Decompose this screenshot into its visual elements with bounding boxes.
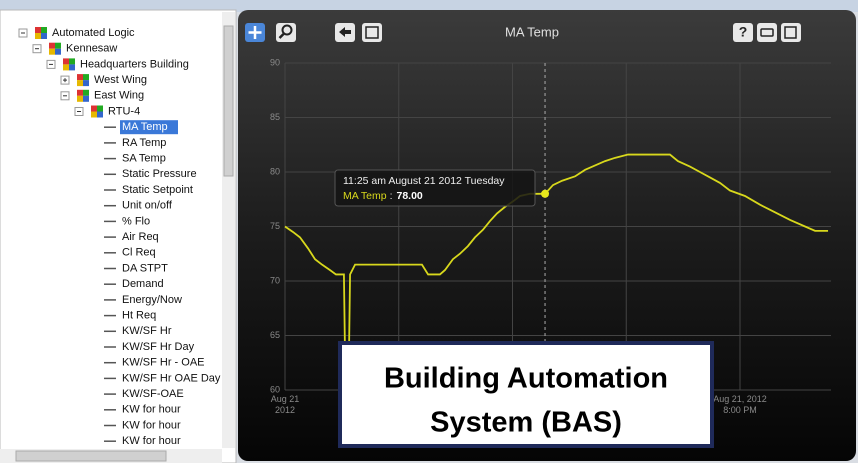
tree-label[interactable]: Ht Req [122, 310, 156, 322]
y-tick-label: 60 [270, 384, 280, 394]
node-icon [83, 74, 89, 81]
plot: 60 65 70 75 80 85 90 Aug 21 2012 Aug 21, 2012 8:00… [270, 57, 831, 448]
export-button[interactable] [781, 23, 801, 42]
tooltip-separator: : [390, 190, 393, 202]
tree-label[interactable]: West Wing [94, 74, 147, 86]
tooltip-series: MA Temp [343, 190, 387, 202]
tooltip-value: MA Temp:78.00 [343, 190, 423, 202]
node-icon [49, 48, 55, 55]
x-tick-line: 8:00 PM [723, 405, 757, 415]
h-scroll-thumb[interactable] [15, 450, 167, 462]
chart-title: MA Temp [505, 24, 559, 39]
x-tick-line: Aug 21 [271, 394, 300, 404]
node-icon [97, 105, 103, 112]
calendar-icon [365, 26, 379, 39]
x-tick-line: 2012 [275, 405, 295, 415]
tree-label[interactable]: Cl Req [122, 247, 156, 259]
tree-label[interactable]: KW/SF-OAE [122, 388, 184, 400]
selection [120, 120, 178, 135]
node-icon [77, 74, 83, 81]
node-icon [83, 80, 89, 87]
node-icon [55, 48, 61, 55]
tree-label[interactable]: RTU-4 [108, 105, 140, 117]
node-icon [41, 33, 47, 39]
node-icon [97, 111, 103, 118]
tree-label[interactable]: KW for hour [122, 435, 181, 447]
tree-label[interactable]: DA STPT [122, 262, 168, 274]
node-icon [77, 95, 83, 102]
y-tick-label: 70 [270, 275, 280, 285]
tree-label[interactable]: Automated Logic [52, 27, 135, 39]
node-icon [55, 42, 61, 49]
tree-label[interactable]: KW/SF Hr OAE Day [122, 372, 221, 384]
tree-label[interactable]: KW for hour [122, 419, 181, 431]
annotation-line: System (BAS) [430, 407, 622, 439]
tooltip-number: 78.00 [397, 190, 423, 202]
x-tick-label: Aug 21 2012 [271, 394, 300, 415]
node-icon [49, 42, 55, 49]
x-tick-label: Aug 21, 2012 8:00 PM [713, 394, 767, 415]
node-icon [69, 58, 75, 65]
calendar-button[interactable] [362, 23, 382, 42]
cursor-point [541, 189, 550, 198]
print-button[interactable] [757, 23, 777, 42]
tree-label[interactable]: MA Temp [122, 121, 168, 133]
tree-label[interactable]: Unit on/off [122, 200, 173, 212]
tree-panel [0, 9, 237, 463]
node-icon [35, 27, 41, 33]
tree-label[interactable]: SA Temp [122, 153, 166, 165]
y-tick-label: 80 [270, 166, 280, 176]
tree-label[interactable]: KW for hour [122, 404, 181, 416]
x-tick-line: Aug 21, 2012 [713, 394, 767, 404]
tree-label[interactable]: RA Temp [122, 137, 166, 149]
node-icon [63, 64, 69, 71]
node-icon [35, 33, 41, 39]
tooltip-box [334, 169, 536, 207]
y-tick-label: 90 [270, 57, 280, 67]
zoom-icon-handle [278, 33, 285, 39]
pan-icon [248, 26, 262, 39]
browser-strip [0, 0, 858, 12]
node-icon [77, 80, 83, 87]
tree-label[interactable]: KW/SF Hr [122, 325, 172, 337]
tooltip-time: 11:25 am August 21 2012 Tuesday [343, 175, 505, 187]
y-tick-label: 75 [270, 221, 280, 231]
y-tick-label: 65 [270, 330, 280, 340]
tree-label[interactable]: KW/SF Hr Day [122, 341, 195, 353]
node-icon [91, 105, 97, 112]
print-icon [760, 28, 774, 37]
tree-label[interactable]: KW/SF Hr - OAE [122, 357, 205, 369]
tree-label[interactable]: Headquarters Building [80, 58, 189, 70]
tree-label[interactable]: East Wing [94, 90, 144, 102]
zoom-icon [281, 24, 293, 36]
help-label: ? [739, 24, 748, 40]
tree-label[interactable]: Energy/Now [122, 294, 182, 306]
v-scroll-thumb[interactable] [223, 25, 234, 177]
help-button[interactable] [733, 23, 753, 42]
annotation-line: Building Automation [384, 363, 668, 395]
back-icon [339, 27, 351, 37]
tree-label[interactable]: Static Setpoint [122, 184, 193, 196]
node-icon [63, 58, 69, 65]
tree-label[interactable]: Static Pressure [122, 168, 197, 180]
node-icon [91, 111, 97, 118]
tree-label[interactable]: % Flo [122, 215, 150, 227]
y-tick-label: 85 [270, 112, 280, 122]
node-icon [83, 89, 89, 96]
tree-label[interactable]: Air Req [122, 231, 159, 243]
annotation-box [338, 341, 714, 448]
tree: Automated Logic Kennesaw Headquarters Buil… [18, 27, 221, 447]
node-icon [83, 95, 89, 102]
node-icon [69, 64, 75, 71]
tree-label[interactable]: Kennesaw [66, 43, 117, 55]
export-icon [784, 26, 797, 39]
node-icon [41, 27, 47, 33]
toolbar: ? [245, 23, 801, 42]
tree-label[interactable]: Demand [122, 278, 164, 290]
node-icon [77, 89, 83, 96]
